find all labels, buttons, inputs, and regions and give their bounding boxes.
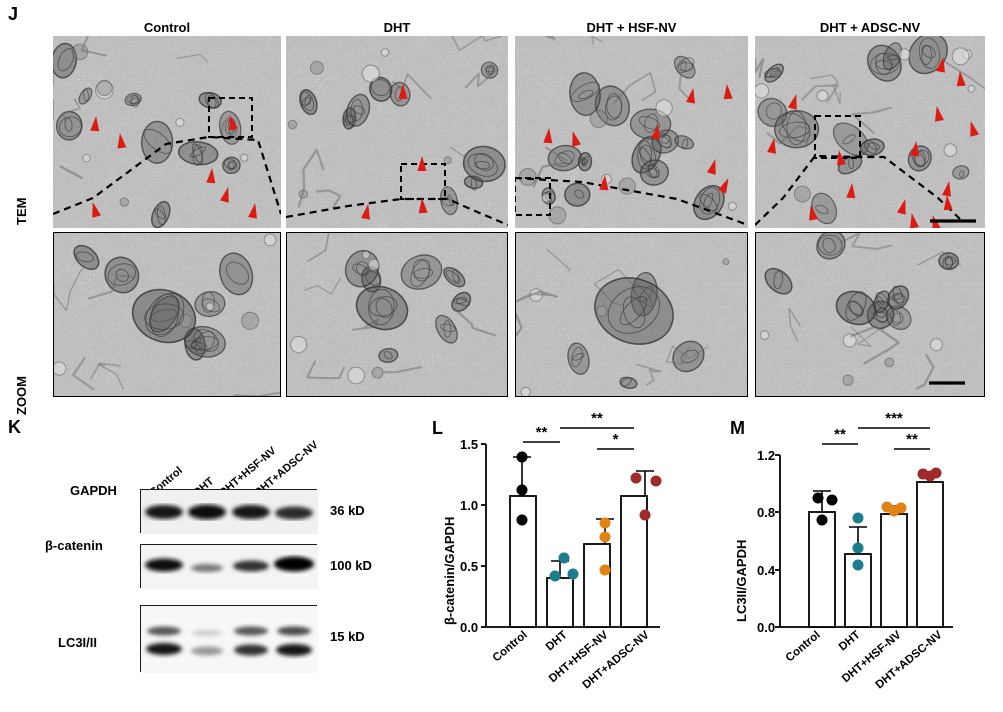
svg-text:***: ***	[885, 410, 903, 427]
svg-text:**: **	[906, 431, 918, 448]
svg-text:**: **	[834, 426, 846, 443]
